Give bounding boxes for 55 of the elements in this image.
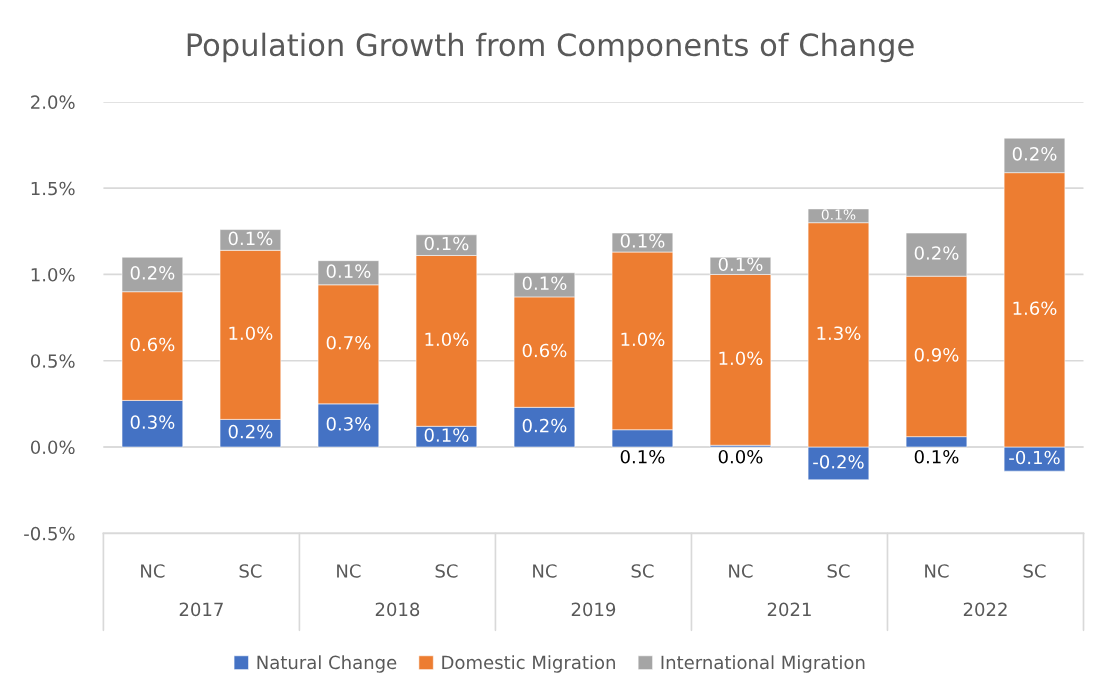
- y-tick-label: 0.5%: [30, 354, 75, 368]
- data-label: 0.6%: [522, 343, 567, 358]
- x-tick-label: NC: [925, 564, 949, 578]
- data-label: -0.2%: [813, 454, 864, 469]
- text: 2019: [571, 602, 616, 617]
- data-label: 0.2%: [1012, 146, 1057, 161]
- x-tick-label: SC: [1023, 564, 1046, 578]
- data-label: 0.1%: [914, 449, 959, 464]
- data-label: 1.0%: [719, 351, 763, 366]
- y-tick-label: 2.0%: [31, 95, 75, 110]
- x-tick-label: NC: [533, 564, 557, 578]
- y-tick-label: 1.0%: [31, 267, 75, 282]
- data-label: 0.1%: [424, 236, 469, 251]
- legend-label: International Migration: [661, 655, 865, 673]
- data-label: -0.1%: [1009, 450, 1060, 465]
- chart-title: Population Growth from Components of Change: [187, 32, 914, 63]
- data-label: 0.2%: [522, 418, 567, 433]
- x-tick-label: NC: [337, 564, 361, 578]
- data-label: 1.0%: [425, 332, 469, 347]
- y-tick-label: 0.0%: [30, 440, 75, 455]
- data-label: 0.9%: [914, 347, 959, 362]
- legend-label: Domestic Migration: [442, 655, 615, 673]
- data-label: 0.2%: [130, 266, 175, 280]
- data-label: 0.1%: [522, 276, 567, 291]
- data-label: 0.3%: [130, 415, 175, 429]
- data-label: 0.7%: [326, 335, 371, 350]
- x-tick-label: NC: [141, 564, 165, 578]
- data-label: 0.2%: [914, 246, 959, 260]
- y-tick-label: 1.5%: [31, 181, 75, 196]
- data-label: 0.1%: [718, 257, 763, 272]
- x-tick-label: SC: [239, 564, 262, 578]
- text: 2018: [375, 602, 420, 617]
- data-label: 0.1%: [620, 449, 665, 464]
- x-tick-label: SC: [827, 564, 850, 578]
- legend-label: Natural Change: [257, 655, 397, 673]
- x-tick-label: SC: [631, 564, 654, 578]
- text: 2022: [963, 602, 1007, 617]
- data-label: 0.1%: [228, 231, 273, 246]
- data-label: 0.1%: [326, 264, 371, 278]
- data-label: 0.3%: [326, 417, 371, 431]
- y-tick-label: -0.5%: [24, 526, 75, 541]
- data-label: 0.0%: [718, 449, 763, 464]
- text: 2017: [179, 602, 223, 617]
- x-tick-label: NC: [729, 564, 753, 578]
- data-label: 1.0%: [229, 326, 273, 341]
- data-label: 0.2%: [228, 424, 273, 439]
- x-tick-label: SC: [435, 564, 458, 578]
- data-label: 1.0%: [621, 332, 665, 347]
- text: 2021: [767, 602, 811, 617]
- data-label: 0.1%: [821, 209, 856, 220]
- data-label: 0.1%: [620, 234, 665, 248]
- data-label: 1.6%: [1013, 301, 1057, 316]
- data-label: 0.6%: [130, 337, 175, 352]
- data-label: 0.1%: [424, 428, 469, 442]
- data-label: 1.3%: [817, 326, 861, 341]
